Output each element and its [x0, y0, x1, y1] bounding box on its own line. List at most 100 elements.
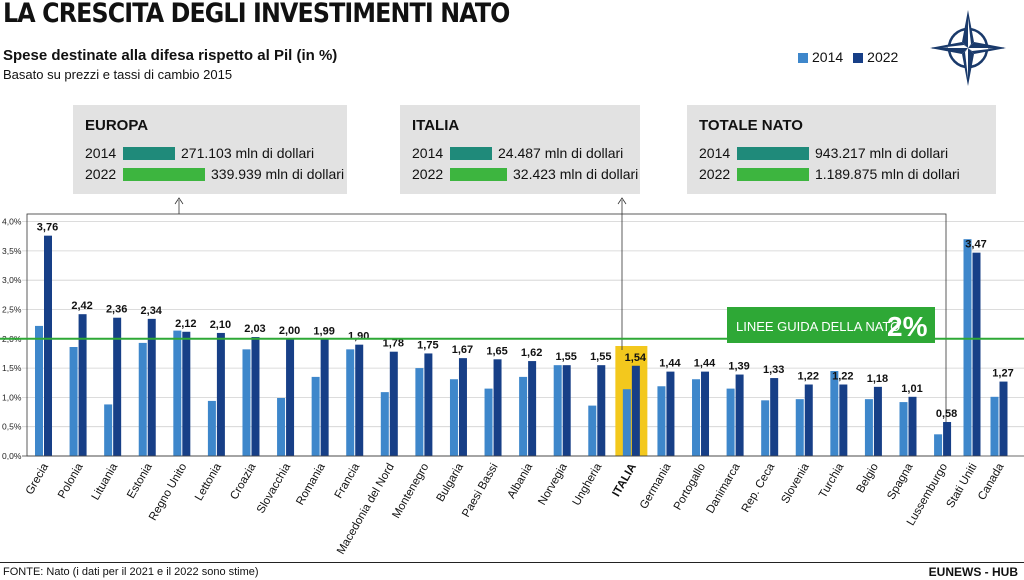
- bar-2014: [207, 400, 216, 456]
- bar-2022: [424, 353, 433, 456]
- bar-2022: [320, 339, 329, 456]
- data-label: 1,54: [625, 352, 647, 364]
- bar-2014: [830, 371, 839, 456]
- x-category-label: Romania: [294, 461, 328, 507]
- y-tick-label: 1,5%: [2, 363, 22, 373]
- bar-2022: [770, 378, 779, 456]
- bar-2014: [963, 239, 972, 456]
- data-label: 1,99: [313, 325, 334, 337]
- data-label: 2,42: [71, 300, 92, 312]
- bar-2014: [449, 379, 458, 456]
- bar-2022: [631, 365, 640, 456]
- data-label: 2,12: [175, 318, 196, 330]
- credit-label: EUNEWS - HUB: [928, 565, 1018, 579]
- bar-2014: [173, 330, 182, 456]
- info-box-italia-row-2014: 2014 24.487 mln di dollari: [412, 145, 623, 161]
- info-box-totale-nato-bar-2022: [737, 168, 809, 181]
- bar-2022: [804, 384, 813, 456]
- info-box-totale-nato: TOTALE NATO 2014 943.217 mln di dollari 2…: [687, 105, 996, 194]
- bar-2014: [899, 402, 908, 456]
- info-box-totale-nato-bar-2014: [737, 147, 809, 160]
- info-box-europa-year-2022: 2022: [85, 166, 117, 182]
- bar-2014: [622, 389, 631, 456]
- x-category-label: Danimarca: [705, 461, 743, 516]
- bar-2022: [355, 344, 364, 456]
- data-label: 1,01: [901, 383, 922, 395]
- bar-2014: [484, 388, 493, 456]
- legend-item-2022: 2022: [853, 49, 898, 65]
- highlight-band: [615, 346, 648, 456]
- bar-2014: [519, 376, 528, 456]
- bar-2022: [493, 359, 502, 456]
- data-label: 1,65: [486, 345, 507, 357]
- info-box-totale-nato-year-2022: 2022: [699, 166, 731, 182]
- bar-2014: [104, 404, 113, 456]
- guideline-label-box: [727, 307, 935, 343]
- bar-2014: [69, 347, 78, 456]
- guideline-value: 2%: [887, 311, 928, 342]
- x-category-label: Grecia: [24, 461, 52, 497]
- x-category-label: Spagna: [885, 461, 916, 502]
- x-category-label: Germania: [638, 461, 674, 511]
- chart-note: Basato su prezzi e tassi di cambio 2015: [3, 67, 233, 82]
- bar-2022: [597, 365, 606, 456]
- data-label: 1,33: [763, 364, 784, 376]
- bar-2022: [701, 371, 710, 456]
- x-category-label: Lituania: [90, 461, 121, 502]
- bar-2014: [277, 397, 286, 456]
- bar-2022: [528, 361, 537, 456]
- info-box-italia-value-2014: 24.487 mln di dollari: [498, 145, 624, 161]
- italia-arrow: [617, 197, 627, 205]
- bar-2014: [864, 399, 873, 456]
- source-note: FONTE: Nato (i dati per il 2021 e il 202…: [3, 566, 259, 578]
- footer-divider: [0, 562, 1024, 563]
- bar-2014: [761, 400, 770, 456]
- info-box-italia: ITALIA 2014 24.487 mln di dollari 2022 32.…: [400, 105, 640, 194]
- bar-2014: [657, 386, 666, 456]
- x-category-label: Croazia: [228, 461, 259, 502]
- info-box-totale-nato-value-2014: 943.217 mln di dollari: [815, 145, 949, 161]
- data-label: 2,10: [210, 319, 231, 331]
- legend: 2014 2022: [798, 49, 898, 65]
- data-label: 1,62: [521, 347, 542, 359]
- bar-2022: [458, 358, 467, 456]
- data-label: 3,47: [965, 239, 986, 251]
- data-label: 1,39: [728, 361, 749, 373]
- x-category-label: Estonia: [125, 461, 155, 501]
- info-box-totale-nato-value-2022: 1.189.875 mln di dollari: [815, 166, 960, 182]
- bar-2014: [990, 396, 999, 456]
- y-tick-label: 3,0%: [2, 275, 22, 285]
- data-label: 2,34: [141, 305, 163, 317]
- x-category-label: Albania: [506, 461, 536, 501]
- bar-2022: [999, 381, 1008, 456]
- info-box-europa-row-2022: 2022 339.939 mln di dollari: [85, 166, 344, 182]
- y-tick-label: 0,5%: [2, 422, 22, 432]
- data-label: 2,00: [279, 325, 300, 337]
- x-category-label: Regno Unito: [147, 462, 189, 523]
- bar-2022: [972, 252, 981, 456]
- legend-item-2014: 2014: [798, 49, 843, 65]
- data-label: 1,22: [832, 371, 853, 383]
- info-box-europa-bar-2022: [123, 168, 205, 181]
- bar-2022: [839, 384, 848, 456]
- x-category-label: Francia: [333, 461, 363, 501]
- info-box-italia-title: ITALIA: [412, 117, 460, 134]
- bar-chart: 0,0%0,5%1,0%1,5%2,0%2,5%3,0%3,5%4,0%3,76…: [0, 197, 1024, 557]
- info-box-italia-bar-2022: [450, 168, 507, 181]
- info-box-totale-nato-year-2014: 2014: [699, 145, 731, 161]
- bar-2022: [216, 332, 225, 456]
- data-label: 1,22: [798, 371, 819, 383]
- data-label: 1,18: [867, 373, 888, 385]
- x-category-label: Rep. Ceca: [740, 461, 778, 515]
- x-category-label: Polonia: [56, 461, 86, 501]
- info-box-europa-year-2014: 2014: [85, 145, 117, 161]
- bar-2022: [873, 386, 882, 456]
- data-label: 1,44: [659, 358, 681, 370]
- legend-swatch-2014: [798, 53, 808, 63]
- info-box-europa-title: EUROPA: [85, 117, 149, 134]
- bar-2014: [726, 388, 735, 456]
- data-label: 1,55: [555, 351, 576, 363]
- chart-subtitle: Spese destinate alla difesa rispetto al …: [3, 47, 338, 64]
- data-label: 0,58: [936, 408, 957, 420]
- data-label: 2,36: [106, 304, 127, 316]
